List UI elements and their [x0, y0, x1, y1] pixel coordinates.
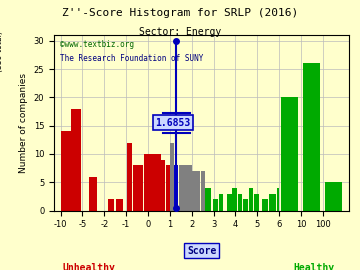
Bar — [188, 165, 192, 211]
Y-axis label: Number of companies: Number of companies — [19, 73, 28, 173]
Bar — [249, 188, 253, 211]
Bar — [262, 199, 268, 211]
Text: (339 total): (339 total) — [0, 32, 4, 72]
Bar — [254, 194, 259, 211]
Text: Unhealthy: Unhealthy — [63, 263, 116, 270]
Bar — [133, 165, 138, 211]
Bar — [108, 199, 114, 211]
Text: Z''-Score Histogram for SRLP (2016): Z''-Score Histogram for SRLP (2016) — [62, 8, 298, 18]
Bar — [157, 154, 161, 211]
Bar — [148, 154, 152, 211]
Bar — [212, 199, 218, 211]
Bar — [227, 194, 231, 211]
Bar — [127, 143, 132, 211]
Bar — [219, 194, 224, 211]
Bar — [89, 177, 97, 211]
Bar — [282, 97, 298, 211]
Text: Healthy: Healthy — [293, 263, 334, 270]
Text: Sector: Energy: Sector: Energy — [139, 27, 221, 37]
Bar — [170, 143, 174, 211]
Bar — [161, 160, 165, 211]
Text: Score: Score — [187, 246, 216, 256]
Bar — [61, 131, 71, 211]
Text: ©www.textbiz.org: ©www.textbiz.org — [60, 40, 134, 49]
Bar — [116, 199, 123, 211]
Bar — [201, 171, 205, 211]
Bar — [205, 188, 211, 211]
Bar — [72, 109, 81, 211]
Bar — [232, 188, 237, 211]
Text: The Research Foundation of SUNY: The Research Foundation of SUNY — [60, 55, 203, 63]
Bar — [269, 194, 276, 211]
Bar — [243, 199, 248, 211]
Bar — [192, 171, 196, 211]
Bar — [303, 63, 320, 211]
Bar — [238, 194, 243, 211]
Bar — [196, 171, 200, 211]
Bar — [183, 165, 187, 211]
Bar — [277, 188, 279, 211]
Bar — [174, 165, 179, 211]
Bar — [166, 165, 170, 211]
Bar — [152, 154, 157, 211]
Bar — [179, 165, 183, 211]
Text: 1.6853: 1.6853 — [156, 118, 191, 128]
Bar — [138, 165, 143, 211]
Bar — [325, 182, 342, 211]
Bar — [144, 154, 148, 211]
